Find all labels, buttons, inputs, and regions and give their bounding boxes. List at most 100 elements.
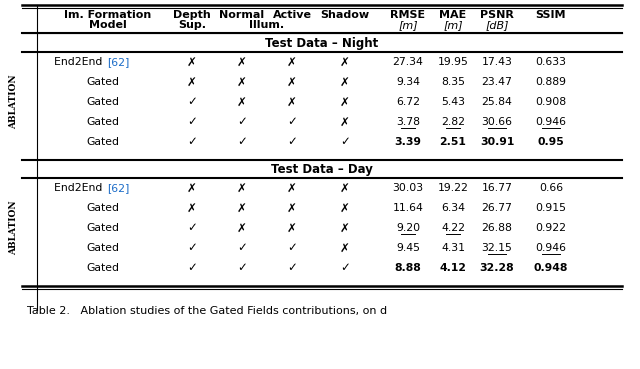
Text: Gated: Gated <box>86 203 120 213</box>
Text: ✗: ✗ <box>340 115 350 128</box>
Text: 3.78: 3.78 <box>396 117 420 127</box>
Text: 19.95: 19.95 <box>438 57 468 67</box>
Text: ✗: ✗ <box>287 201 297 214</box>
Text: ✓: ✓ <box>237 241 247 255</box>
Text: 9.20: 9.20 <box>396 223 420 233</box>
Text: End2End: End2End <box>54 183 106 193</box>
Text: Illum.: Illum. <box>250 20 285 30</box>
Text: Gated: Gated <box>86 77 120 87</box>
Text: Gated: Gated <box>86 243 120 253</box>
Text: 0.946: 0.946 <box>536 243 566 253</box>
Text: ✗: ✗ <box>237 221 247 235</box>
Text: End2End: End2End <box>54 57 106 67</box>
Text: Gated: Gated <box>86 117 120 127</box>
Text: 6.72: 6.72 <box>396 97 420 107</box>
Text: Im. Formation: Im. Formation <box>65 10 152 20</box>
Text: Gated: Gated <box>86 137 120 147</box>
Text: 30.03: 30.03 <box>392 183 424 193</box>
Text: Gated: Gated <box>86 97 120 107</box>
Text: 2.51: 2.51 <box>440 137 467 147</box>
Text: ✓: ✓ <box>187 262 197 275</box>
Text: 9.45: 9.45 <box>396 243 420 253</box>
Text: ✗: ✗ <box>340 96 350 108</box>
Text: 32.15: 32.15 <box>481 243 513 253</box>
Text: Shadow: Shadow <box>321 10 369 20</box>
Text: ✓: ✓ <box>287 241 297 255</box>
Text: ✗: ✗ <box>187 201 197 214</box>
Text: 0.915: 0.915 <box>536 203 566 213</box>
Text: ✗: ✗ <box>187 55 197 69</box>
Text: Active: Active <box>273 10 312 20</box>
Text: RMSE: RMSE <box>390 10 426 20</box>
Text: ✓: ✓ <box>287 262 297 275</box>
Text: ✗: ✗ <box>237 182 247 194</box>
Text: Depth: Depth <box>173 10 211 20</box>
Text: Test Data – Day: Test Data – Day <box>271 162 373 176</box>
Text: 16.77: 16.77 <box>481 183 513 193</box>
Text: Table 2.   Ablation studies of the Gated Fields contributions, on d: Table 2. Ablation studies of the Gated F… <box>27 306 387 316</box>
Text: 25.84: 25.84 <box>481 97 513 107</box>
Text: 4.22: 4.22 <box>441 223 465 233</box>
Text: Gated: Gated <box>86 263 120 273</box>
Text: 5.43: 5.43 <box>441 97 465 107</box>
Text: 0.633: 0.633 <box>536 57 566 67</box>
Text: 2.82: 2.82 <box>441 117 465 127</box>
Text: 19.22: 19.22 <box>438 183 468 193</box>
Text: ✓: ✓ <box>287 135 297 148</box>
Text: ✓: ✓ <box>340 262 350 275</box>
Text: 0.922: 0.922 <box>536 223 566 233</box>
Text: 30.66: 30.66 <box>481 117 513 127</box>
Text: ✗: ✗ <box>340 182 350 194</box>
Text: ✗: ✗ <box>340 55 350 69</box>
Text: ✗: ✗ <box>340 241 350 255</box>
Text: 4.31: 4.31 <box>441 243 465 253</box>
Text: [62]: [62] <box>107 183 129 193</box>
Text: ✓: ✓ <box>187 115 197 128</box>
Text: ✗: ✗ <box>237 201 247 214</box>
Text: [62]: [62] <box>107 57 129 67</box>
Text: [m]: [m] <box>398 20 418 30</box>
Text: 8.35: 8.35 <box>441 77 465 87</box>
Text: 0.95: 0.95 <box>538 137 564 147</box>
Text: ✓: ✓ <box>237 262 247 275</box>
Text: 9.34: 9.34 <box>396 77 420 87</box>
Text: ✓: ✓ <box>237 115 247 128</box>
Text: ✓: ✓ <box>187 221 197 235</box>
Text: 0.946: 0.946 <box>536 117 566 127</box>
Text: 11.64: 11.64 <box>392 203 424 213</box>
Text: 0.908: 0.908 <box>536 97 566 107</box>
Text: 0.66: 0.66 <box>539 183 563 193</box>
Text: 27.34: 27.34 <box>392 57 424 67</box>
Text: ✓: ✓ <box>187 135 197 148</box>
Text: ✗: ✗ <box>237 55 247 69</box>
Text: 3.39: 3.39 <box>394 137 422 147</box>
Text: ✗: ✗ <box>237 76 247 89</box>
Text: Normal: Normal <box>220 10 264 20</box>
Text: ✗: ✗ <box>287 55 297 69</box>
Text: [m]: [m] <box>443 20 463 30</box>
Text: SSIM: SSIM <box>536 10 566 20</box>
Text: MAE: MAE <box>440 10 467 20</box>
Text: ✗: ✗ <box>187 182 197 194</box>
Text: ✗: ✗ <box>287 96 297 108</box>
Text: 8.88: 8.88 <box>395 263 421 273</box>
Text: 0.889: 0.889 <box>536 77 566 87</box>
Text: ABLATION: ABLATION <box>10 201 19 255</box>
Text: 0.948: 0.948 <box>534 263 568 273</box>
Text: 26.77: 26.77 <box>481 203 513 213</box>
Text: ✓: ✓ <box>187 96 197 108</box>
Text: PSNR: PSNR <box>480 10 514 20</box>
Text: ✗: ✗ <box>340 201 350 214</box>
Text: ✓: ✓ <box>237 135 247 148</box>
Text: ✗: ✗ <box>237 96 247 108</box>
Text: Gated: Gated <box>86 223 120 233</box>
Text: 23.47: 23.47 <box>481 77 513 87</box>
Text: ✗: ✗ <box>287 182 297 194</box>
Text: ✗: ✗ <box>287 76 297 89</box>
Text: ✗: ✗ <box>340 76 350 89</box>
Text: Test Data – Night: Test Data – Night <box>266 37 379 49</box>
Text: ✓: ✓ <box>287 115 297 128</box>
Text: 4.12: 4.12 <box>440 263 467 273</box>
Text: 32.28: 32.28 <box>480 263 515 273</box>
Text: Model: Model <box>89 20 127 30</box>
